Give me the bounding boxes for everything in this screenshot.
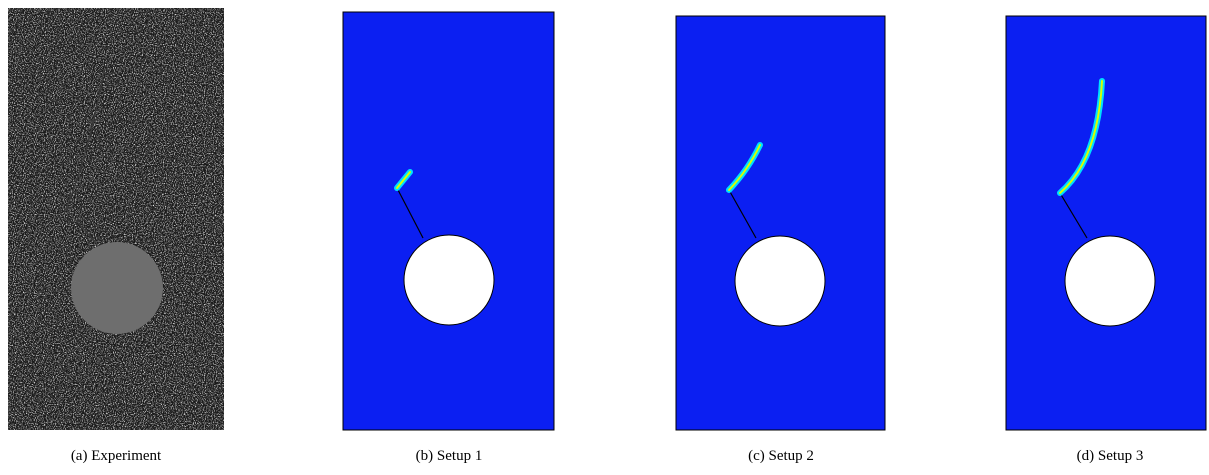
crack: [396, 171, 411, 189]
crack: [1059, 80, 1103, 194]
speckle: [8, 8, 224, 430]
domain: [675, 15, 886, 431]
hole: [734, 235, 826, 327]
hole: [1064, 235, 1156, 327]
domain: [1005, 15, 1207, 431]
caption: (b) Setup 1: [416, 448, 483, 464]
caption: (a) Experiment: [71, 448, 162, 464]
caption: (c) Setup 2: [748, 448, 814, 464]
hole: [71, 242, 163, 334]
caption: (d) Setup 3: [1077, 448, 1144, 464]
panel-setup-1: [342, 11, 555, 431]
initial-notch: [396, 187, 424, 239]
panel-experiment: [8, 8, 224, 430]
panel-setup-3: [1005, 15, 1207, 431]
crack: [65, 69, 105, 244]
crack: [728, 144, 761, 191]
panel-setup-2: [675, 15, 886, 431]
domain: [342, 11, 555, 431]
initial-notch: [728, 189, 757, 239]
initial-notch: [1059, 192, 1088, 239]
hole: [403, 234, 495, 326]
